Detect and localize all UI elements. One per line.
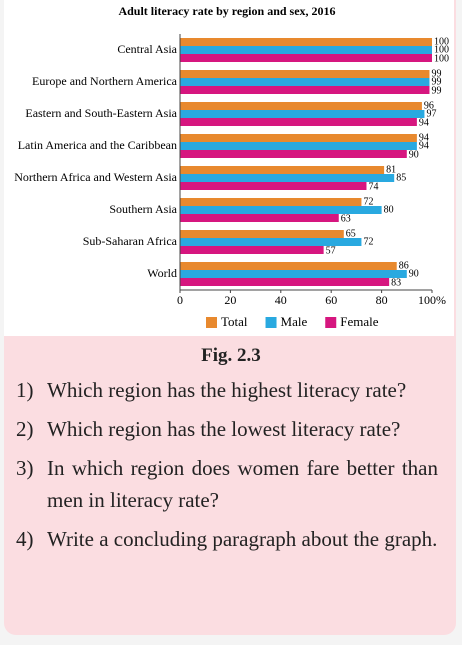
bar: [180, 238, 362, 246]
bar: [180, 38, 432, 46]
value-label: 99: [431, 68, 441, 79]
question-number: 2): [16, 417, 34, 441]
value-label: 63: [341, 213, 351, 224]
bar: [180, 206, 382, 214]
value-label: 94: [419, 132, 429, 143]
value-label: 72: [363, 236, 373, 247]
value-label: 90: [409, 268, 419, 279]
value-label: 85: [396, 172, 406, 183]
value-label: 86: [399, 260, 409, 271]
value-label: 96: [424, 100, 434, 111]
question: 2) Which region has the lowest literacy r…: [16, 413, 438, 445]
value-label: 81: [386, 164, 396, 175]
value-label: 99: [431, 85, 441, 96]
bar: [180, 46, 432, 54]
bar: [180, 166, 385, 174]
bar: [180, 110, 425, 118]
bar: [180, 102, 422, 110]
bar: [180, 270, 407, 278]
question: 1) Which region has the highest literacy …: [16, 374, 438, 406]
question: 4) Write a concluding paragraph about the…: [16, 523, 438, 555]
legend-swatch: [265, 317, 277, 328]
bar: [180, 86, 430, 94]
value-label: 99: [431, 76, 441, 87]
value-label: 94: [419, 140, 429, 151]
x-tick-label: 40: [275, 293, 287, 307]
bar: [180, 278, 390, 286]
value-label: 65: [346, 228, 356, 239]
question-text: Which region has the lowest literacy rat…: [47, 417, 401, 441]
legend-swatch: [206, 317, 217, 328]
value-label: 100: [434, 44, 449, 55]
value-label: 74: [368, 181, 378, 192]
bar: [180, 142, 417, 150]
value-label: 57: [326, 245, 336, 256]
category-label: Sub-Saharan Africa: [83, 234, 178, 248]
category-label: Europe and Northern America: [32, 74, 178, 88]
bar: [180, 134, 417, 142]
category-label: Latin America and the Caribbean: [18, 138, 177, 152]
bar: [180, 262, 397, 270]
question-text: Write a concluding paragraph about the g…: [47, 527, 438, 551]
bar: [180, 118, 417, 126]
question: 3) In which region does women fare better…: [16, 452, 438, 516]
value-label: 97: [426, 108, 436, 119]
figure-caption: Fig. 2.3: [201, 345, 261, 366]
question-number: 1): [16, 378, 34, 402]
bar: [180, 182, 367, 190]
value-label: 100: [434, 53, 449, 64]
category-label: Central Asia: [117, 42, 177, 56]
bar: [180, 78, 430, 86]
value-label: 80: [384, 204, 394, 215]
bar: [180, 70, 430, 78]
question-text: Which region has the highest literacy ra…: [47, 378, 407, 402]
x-tick-label: 0: [177, 293, 183, 307]
value-label: 83: [391, 277, 401, 288]
bar: [180, 150, 407, 158]
legend-label: Female: [340, 314, 378, 329]
x-tick-label: 20: [224, 293, 236, 307]
value-label: 94: [419, 117, 429, 128]
value-label: 100: [434, 36, 449, 47]
chart: Adult literacy rate by region and sex, 2…: [4, 0, 454, 336]
legend-swatch: [325, 317, 337, 328]
bar: [180, 214, 339, 222]
chart-title: Adult literacy rate by region and sex, 2…: [118, 4, 335, 18]
legend-label: Total: [221, 314, 248, 329]
value-label: 72: [363, 196, 373, 207]
question-text: In which region does women fare better t…: [47, 456, 438, 512]
category-label: Eastern and South-Eastern Asia: [25, 106, 177, 120]
bar: [180, 230, 344, 238]
bar: [180, 246, 324, 254]
x-tick-label: 80: [376, 293, 388, 307]
bar: [180, 54, 432, 62]
category-label: World: [147, 266, 177, 280]
bar: [180, 198, 362, 206]
legend-label: Male: [281, 314, 308, 329]
x-tick-label: 100%: [418, 293, 446, 307]
question-number: 4): [16, 527, 34, 551]
category-label: Southern Asia: [109, 202, 177, 216]
bar: [180, 174, 395, 182]
question-number: 3): [16, 456, 34, 480]
x-tick-label: 60: [325, 293, 337, 307]
category-label: Northern Africa and Western Asia: [14, 170, 177, 184]
questions: 1) Which region has the highest literacy …: [16, 374, 438, 562]
value-label: 90: [409, 149, 419, 160]
